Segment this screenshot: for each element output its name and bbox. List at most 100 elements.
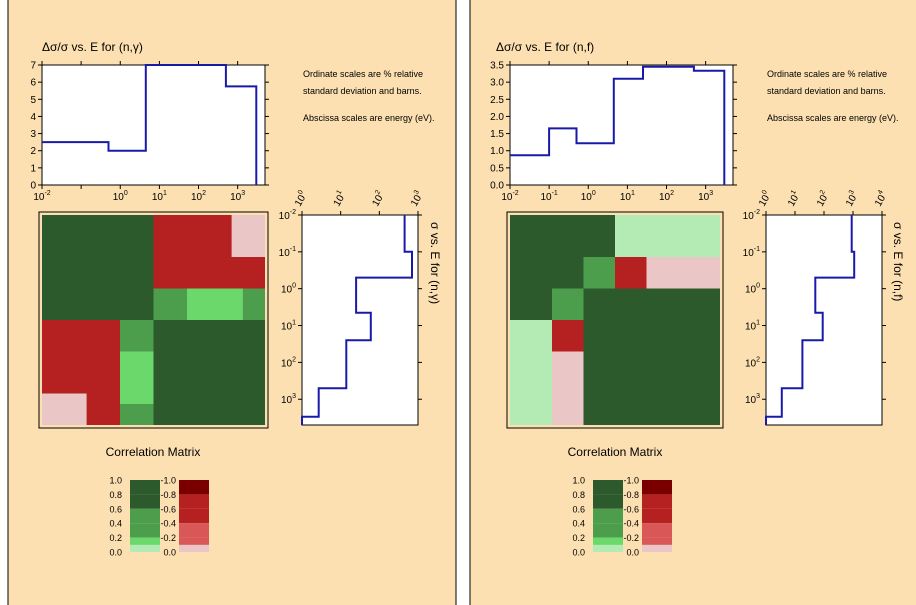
heatmap-cell <box>552 289 584 321</box>
legend-swatch-negative <box>642 545 672 552</box>
tick-label-exponent: -2 <box>754 209 760 216</box>
legend-label-positive: 0.2 <box>109 533 122 543</box>
note-line-1: Ordinate scales are % relative <box>303 69 423 79</box>
legend-swatch-positive <box>593 509 623 523</box>
tick-label-base: 10 <box>33 192 45 203</box>
tick-label-base: 10 <box>279 248 291 259</box>
legend-swatch-positive <box>130 545 160 552</box>
heatmap-cell <box>510 320 552 425</box>
legend-label-negative: 0.0 <box>163 548 176 558</box>
tick-label-base: 10 <box>745 395 757 406</box>
legend-swatch-negative <box>179 509 209 523</box>
y-tick-label: 7 <box>30 61 36 72</box>
tick-label-base: 10 <box>745 285 757 296</box>
panel-n-fission: Δσ/σ vs. E for (n,f) Ordinate scales are… <box>470 0 916 605</box>
top-chart-title: Δσ/σ vs. E for (n,γ) <box>42 40 143 54</box>
note-line-3: Abscissa scales are energy (eV). <box>767 113 899 123</box>
legend-swatch-positive <box>593 523 623 537</box>
y-tick-label: 3.0 <box>490 78 504 89</box>
heatmap-cell <box>187 289 243 321</box>
legend-label-negative: -0.8 <box>160 490 176 500</box>
legend-label-positive: 0.8 <box>109 490 122 500</box>
y-tick-label: 0.0 <box>490 181 504 192</box>
heatmap-cell <box>615 215 720 257</box>
tick-label-exponent: 0 <box>292 283 296 290</box>
tick-label-exponent: 1 <box>756 320 760 327</box>
legend-label-positive: 1.0 <box>572 476 585 486</box>
tick-label-exponent: -2 <box>512 190 518 197</box>
tick-label-exponent: 0 <box>756 283 760 290</box>
heatmap-cell <box>42 394 87 426</box>
tick-label-base: 10 <box>113 192 125 203</box>
y-tick-label: 1.5 <box>490 129 504 140</box>
tick-label-base: 10 <box>281 285 293 296</box>
legend-swatch-negative <box>179 523 209 537</box>
heatmap-cell <box>232 215 266 257</box>
heatmap-cell <box>42 215 154 320</box>
tick-label-exponent: 2 <box>756 356 760 363</box>
plot-frame <box>510 65 733 185</box>
y-tick-label: 1 <box>30 163 36 174</box>
legend-label-positive: 1.0 <box>109 476 122 486</box>
legend-swatch-negative <box>179 494 209 508</box>
tick-label-exponent: -2 <box>44 190 50 197</box>
tick-label-base: 10 <box>501 192 513 203</box>
legend-swatch-positive <box>130 480 160 494</box>
tick-label-exponent: -1 <box>754 246 760 253</box>
legend-swatch-positive <box>130 509 160 523</box>
legend-label-positive: 0.8 <box>572 490 585 500</box>
legend-label-positive: 0.6 <box>109 504 122 514</box>
legend-swatch-negative <box>642 480 672 494</box>
note-line-2: standard deviation and barns. <box>767 86 886 96</box>
tick-label-base: 10 <box>698 192 710 203</box>
tick-label-exponent: -2 <box>290 209 296 216</box>
legend-swatch-negative <box>642 523 672 537</box>
legend-label-positive: 0.0 <box>109 548 122 558</box>
tick-label-exponent: 0 <box>592 190 596 197</box>
note-line-3: Abscissa scales are energy (eV). <box>303 113 435 123</box>
y-tick-label: 0.5 <box>490 163 504 174</box>
plot-frame <box>766 215 882 425</box>
correlation-matrix <box>507 212 723 428</box>
y-tick-label: 3.5 <box>490 61 504 72</box>
tick-label-base: 10 <box>230 192 242 203</box>
tick-label-exponent: 1 <box>631 190 635 197</box>
legend-swatch-positive <box>593 545 623 552</box>
legend-label-negative: -0.8 <box>623 490 639 500</box>
heatmap-cell <box>120 352 154 405</box>
tick-label-base: 10 <box>279 211 291 222</box>
tick-label-exponent: 2 <box>202 190 206 197</box>
tick-label-base: 10 <box>743 211 755 222</box>
legend-label-negative: 0.0 <box>626 548 639 558</box>
legend-label-negative: -0.6 <box>160 504 176 514</box>
y-tick-label: 0 <box>30 181 36 192</box>
tick-label-exponent: 1 <box>292 320 296 327</box>
y-tick-label: 1.0 <box>490 146 504 157</box>
legend-label-positive: 0.6 <box>572 504 585 514</box>
legend-swatch-negative <box>179 545 209 552</box>
tick-label-base: 10 <box>743 248 755 259</box>
tick-label-exponent: 3 <box>241 190 245 197</box>
legend-label-negative: -1.0 <box>623 476 639 486</box>
legend-swatch-positive <box>593 494 623 508</box>
legend-label-positive: 0.0 <box>572 548 585 558</box>
tick-label-base: 10 <box>281 322 293 333</box>
heatmap-cell <box>243 289 265 321</box>
tick-label-exponent: 3 <box>709 190 713 197</box>
heatmap-cell <box>552 320 584 352</box>
legend-swatch-positive <box>130 494 160 508</box>
tick-label-exponent: 2 <box>670 190 674 197</box>
legend-swatch-negative <box>642 494 672 508</box>
y-tick-label: 6 <box>30 78 36 89</box>
tick-label-base: 10 <box>745 322 757 333</box>
legend-label-negative: -0.4 <box>160 519 176 529</box>
y-tick-label: 4 <box>30 112 36 123</box>
tick-label-exponent: 3 <box>292 393 296 400</box>
side-chart-title: σ vs. E for (n,γ) <box>428 222 442 304</box>
tick-label-base: 10 <box>745 358 757 369</box>
heatmap-cell <box>615 257 647 289</box>
tick-label-base: 10 <box>152 192 164 203</box>
heatmap-cell <box>154 289 188 321</box>
